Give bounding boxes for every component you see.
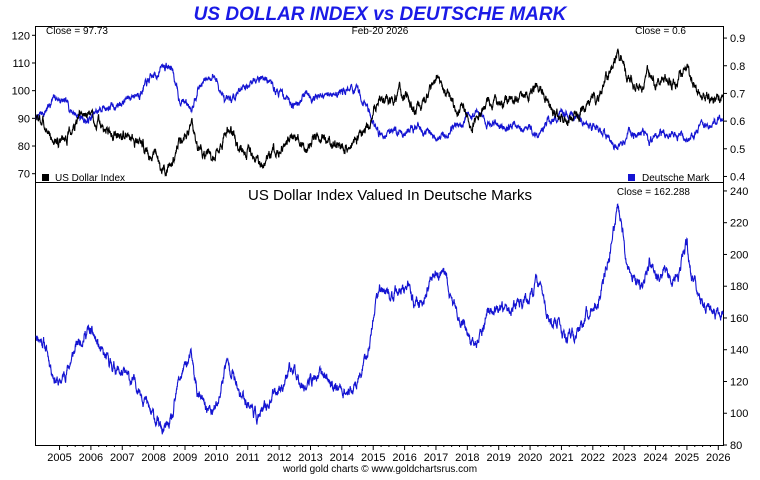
dm-y-tick-label: 0.8 <box>730 61 745 73</box>
x-tick-label: 2025 <box>675 452 699 464</box>
dm-y-tick-label: 0.5 <box>730 144 745 156</box>
x-tick-label: 2008 <box>141 452 165 464</box>
x-tick-label: 2013 <box>298 452 322 464</box>
ratio-y-tick-label: 100 <box>730 408 748 420</box>
x-tick-label: 2018 <box>455 452 479 464</box>
x-tick-label: 2021 <box>549 452 573 464</box>
ratio-y-tick-label: 140 <box>730 345 748 357</box>
x-tick-label: 2023 <box>612 452 636 464</box>
dm-legend-label: Deutsche Mark <box>642 173 710 184</box>
ratio-y-tick-label: 180 <box>730 281 748 293</box>
x-tick-label: 2009 <box>173 452 197 464</box>
date-label: Feb-20 2026 <box>352 26 409 37</box>
x-tick-label: 2024 <box>643 452 667 464</box>
x-tick-label: 2012 <box>267 452 291 464</box>
chart-title: US DOLLAR INDEX vs DEUTSCHE MARK <box>194 4 568 25</box>
dm-legend-swatch <box>628 174 635 181</box>
dm-y-tick-label: 0.6 <box>730 116 745 128</box>
dm-y-tick-label: 0.4 <box>730 171 745 183</box>
x-tick-label: 2019 <box>486 452 510 464</box>
ratio-y-tick-label: 200 <box>730 249 748 261</box>
usd-y-tick-label: 90 <box>18 113 30 125</box>
usd-legend-swatch <box>42 174 49 181</box>
x-tick-label: 2010 <box>204 452 228 464</box>
x-tick-label: 2022 <box>581 452 605 464</box>
x-tick-label: 2011 <box>236 452 260 464</box>
bottom-panel-frame <box>35 182 724 446</box>
x-tick-label: 2015 <box>361 452 385 464</box>
usd-series-line <box>35 48 724 177</box>
dm-close-label: Close = 0.6 <box>635 26 686 37</box>
x-tick-label: 2006 <box>79 452 103 464</box>
x-tick-label: 2017 <box>424 452 448 464</box>
x-tick-label: 2020 <box>518 452 542 464</box>
x-tick-label: 2007 <box>110 452 134 464</box>
ratio-y-tick-label: 80 <box>730 440 742 452</box>
ratio-y-tick-label: 220 <box>730 218 748 230</box>
usd-y-tick-label: 120 <box>12 30 30 42</box>
usd-y-tick-label: 70 <box>18 169 30 181</box>
chart-marks: 70 80 90 100 110 120 0.4 0.5 0.6 0.7 0.8 0.9 80 100 12… <box>12 30 749 464</box>
x-tick-label: 2016 <box>392 452 416 464</box>
usd-legend-label: US Dollar Index <box>55 173 125 184</box>
dm-series-line <box>35 62 724 151</box>
top-panel-frame <box>35 26 724 183</box>
usd-y-tick-label: 80 <box>18 141 30 153</box>
ratio-y-tick-label: 160 <box>730 313 748 325</box>
usd-close-label: Close = 97.73 <box>46 26 108 37</box>
ratio-chart-title: US Dollar Index Valued In Deutsche Marks <box>248 187 532 204</box>
x-tick-label: 2014 <box>330 452 354 464</box>
footer-credit: world gold charts © www.goldchartsrus.co… <box>282 464 477 475</box>
dm-y-tick-label: 0.9 <box>730 33 745 45</box>
x-tick-label: 2026 <box>706 452 730 464</box>
ratio-y-tick-label: 120 <box>730 376 748 388</box>
dm-y-tick-label: 0.7 <box>730 88 745 100</box>
usd-y-tick-label: 100 <box>12 86 30 98</box>
usd-y-tick-label: 110 <box>12 58 30 70</box>
ratio-y-tick-label: 240 <box>730 186 748 198</box>
x-tick-label: 2005 <box>47 452 71 464</box>
ratio-close-label: Close = 162.288 <box>617 187 691 198</box>
ratio-series-line <box>35 203 724 435</box>
